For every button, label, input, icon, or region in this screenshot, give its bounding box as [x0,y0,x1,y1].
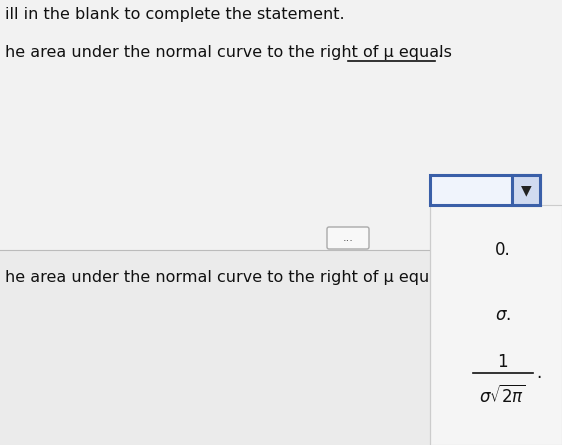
Text: .: . [437,45,442,60]
Text: 1: 1 [497,353,508,371]
Text: .: . [537,364,542,382]
Text: 0.: 0. [495,241,510,259]
FancyBboxPatch shape [0,0,562,250]
Text: ▼: ▼ [520,183,531,197]
FancyBboxPatch shape [0,250,562,445]
FancyBboxPatch shape [512,175,540,205]
FancyBboxPatch shape [430,205,562,445]
Text: he area under the normal curve to the right of μ equals: he area under the normal curve to the ri… [5,45,452,60]
Text: $\sigma.$: $\sigma.$ [495,306,511,324]
Text: $\sigma\sqrt{2\pi}$: $\sigma\sqrt{2\pi}$ [479,385,526,407]
Text: he area under the normal curve to the right of μ equals: he area under the normal curve to the ri… [5,270,452,285]
FancyBboxPatch shape [327,227,369,249]
Text: ill in the blank to complete the statement.: ill in the blank to complete the stateme… [5,7,345,22]
Text: ...: ... [343,233,353,243]
FancyBboxPatch shape [430,175,540,205]
